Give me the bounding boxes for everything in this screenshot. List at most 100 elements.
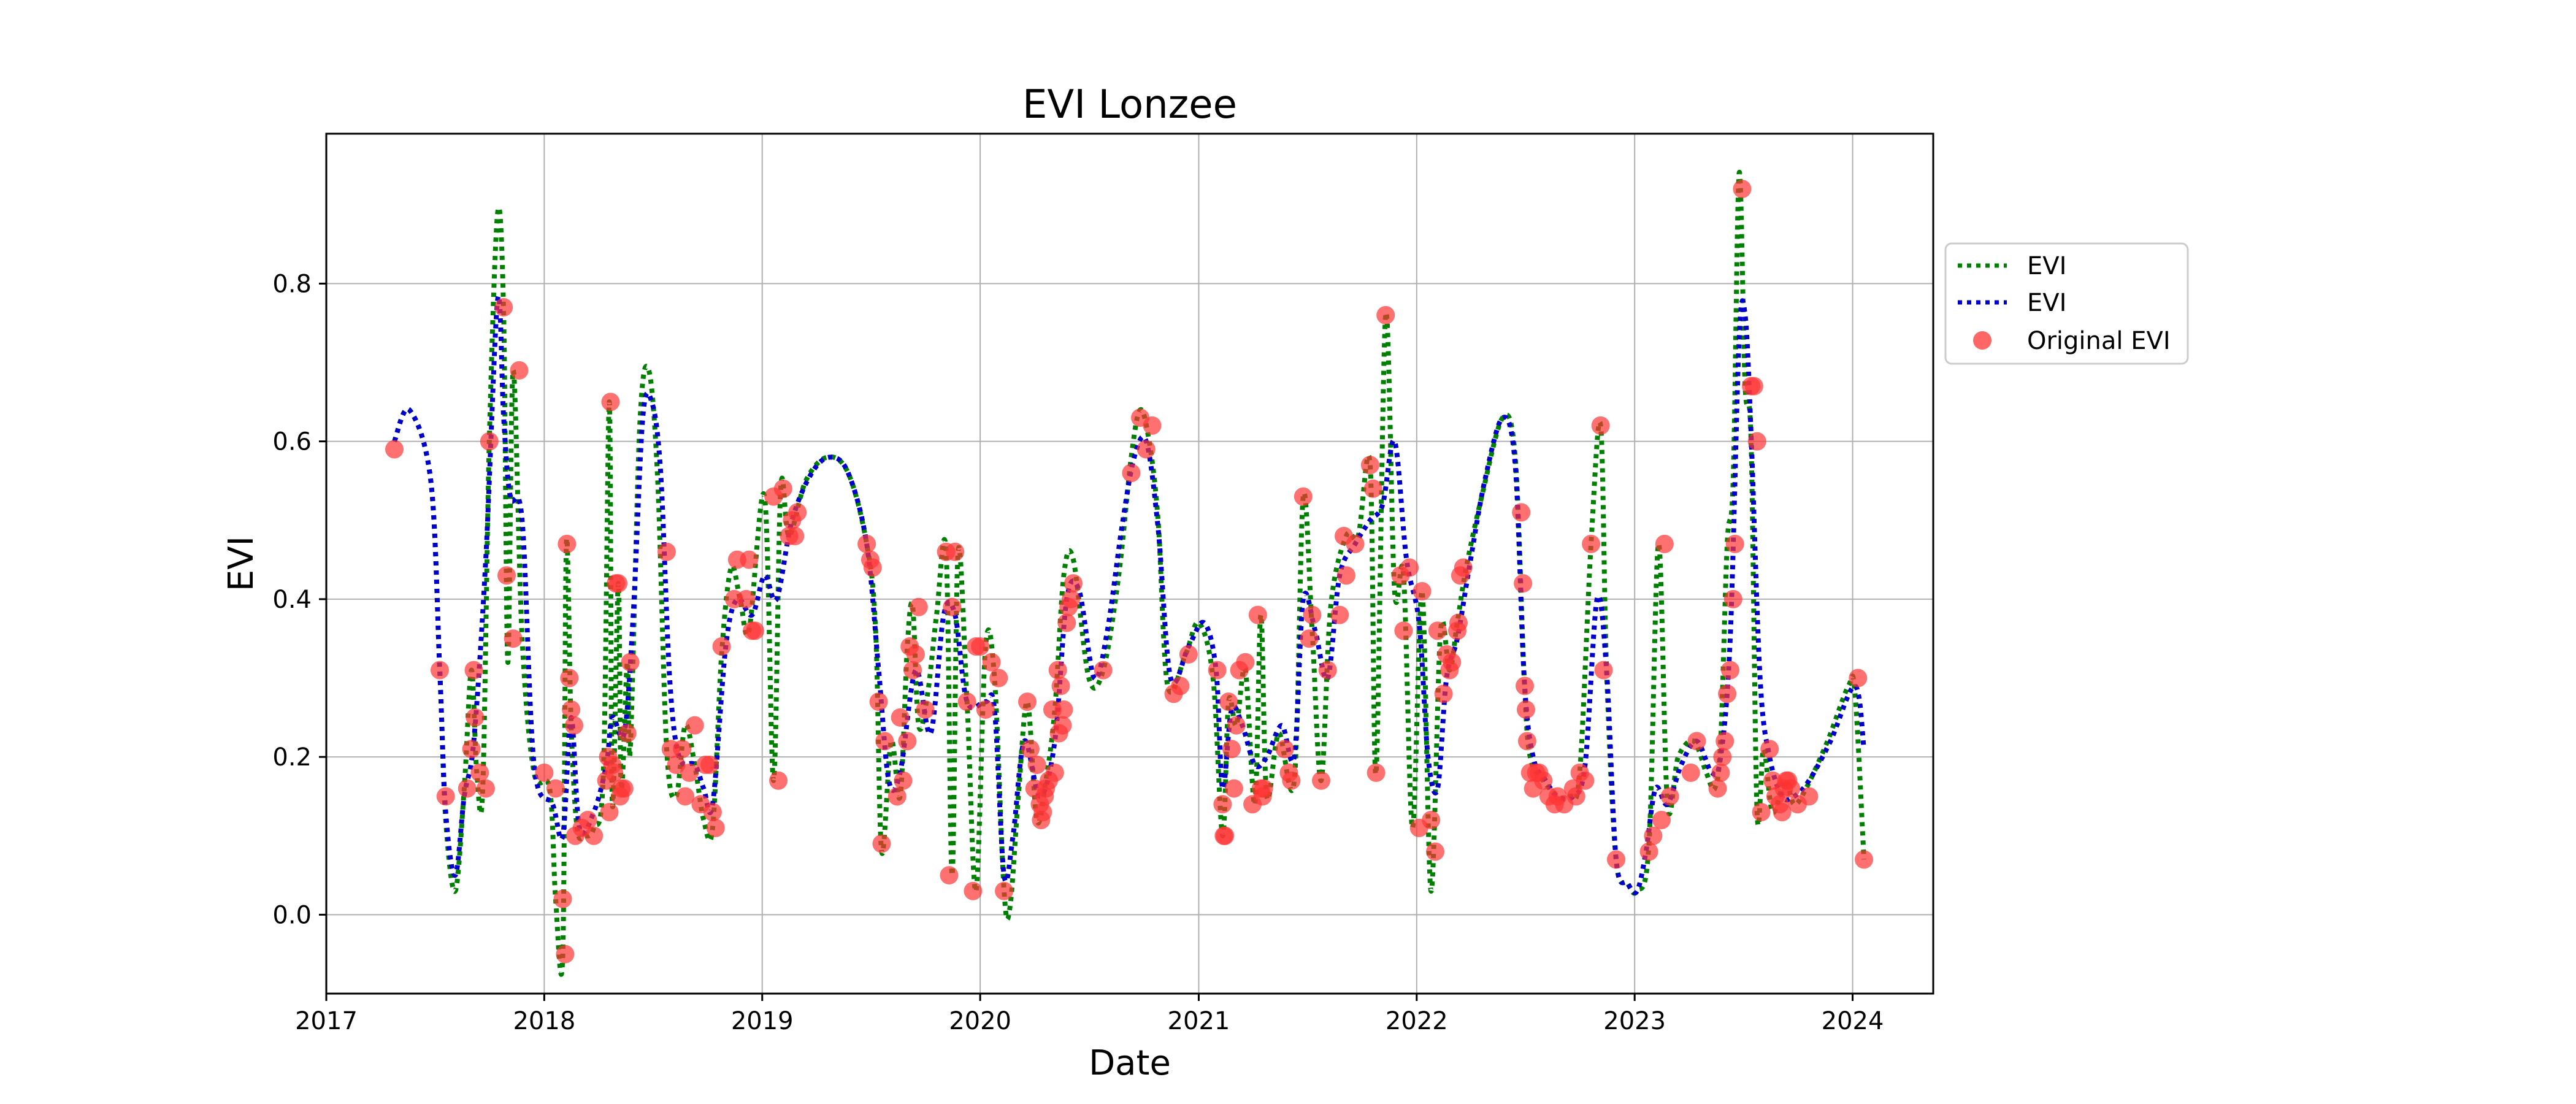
original-evi-point xyxy=(916,700,935,719)
original-evi-point xyxy=(1394,621,1413,640)
original-evi-point xyxy=(497,566,516,585)
original-evi-point xyxy=(737,589,756,608)
original-evi-point xyxy=(1367,763,1386,782)
original-evi-point xyxy=(1224,779,1243,798)
original-evi-point xyxy=(1517,732,1536,751)
original-evi-point xyxy=(1094,661,1113,680)
original-evi-point xyxy=(1660,787,1679,806)
original-evi-point xyxy=(894,771,913,790)
original-evi-point xyxy=(1687,732,1706,751)
x-axis-ticks: 2017 2018 2019 2020 2021 2022 2023 2024 xyxy=(295,994,1884,1035)
original-evi-point xyxy=(1054,700,1073,719)
original-evi-point xyxy=(1576,771,1595,790)
original-evi-point xyxy=(556,945,575,964)
original-evi-point xyxy=(1591,416,1610,435)
original-evi-point xyxy=(1747,432,1766,451)
original-evi-point xyxy=(1336,566,1355,585)
original-evi-point xyxy=(562,700,581,719)
x-axis-label: Date xyxy=(1089,1043,1171,1083)
original-evi-point xyxy=(1800,787,1819,806)
original-evi-point xyxy=(1443,653,1462,672)
original-evi-point xyxy=(1607,850,1626,869)
original-evi-point xyxy=(535,763,554,782)
original-evi-point xyxy=(1514,574,1533,593)
original-evi-point xyxy=(1715,732,1735,751)
y-tick-label: 0.6 xyxy=(272,428,312,456)
original-evi-point xyxy=(458,779,477,798)
original-evi-point xyxy=(436,787,455,806)
original-evi-point xyxy=(1413,582,1432,601)
original-evi-point xyxy=(1512,503,1531,522)
original-evi-point xyxy=(1594,661,1613,680)
original-evi-point xyxy=(1376,305,1395,324)
original-evi-point xyxy=(1426,842,1445,861)
original-evi-point xyxy=(989,669,1008,688)
original-evi-point xyxy=(609,574,628,593)
original-evi-point xyxy=(1275,740,1294,759)
original-evi-point xyxy=(1400,558,1419,577)
original-evi-point xyxy=(476,779,495,798)
legend-label-original-evi: Original EVI xyxy=(2027,327,2171,355)
original-evi-point xyxy=(680,763,699,782)
legend-box xyxy=(1944,242,2189,365)
original-evi-point xyxy=(1248,605,1267,624)
original-evi-point xyxy=(1219,692,1238,711)
original-evi-point xyxy=(464,661,483,680)
original-evi-point xyxy=(673,740,692,759)
original-evi-point xyxy=(712,637,731,656)
original-evi-point xyxy=(1062,589,1081,608)
original-evi-point xyxy=(553,889,572,908)
original-evi-point xyxy=(957,692,976,711)
original-evi-point xyxy=(1018,692,1037,711)
original-evi-point xyxy=(1711,763,1730,782)
original-evi-point xyxy=(863,558,882,577)
original-evi-point xyxy=(1708,779,1727,798)
original-evi-point xyxy=(1222,740,1241,759)
x-tick-label: 2020 xyxy=(949,1007,1011,1035)
x-tick-label: 2021 xyxy=(1168,1007,1230,1035)
original-evi-point xyxy=(1057,613,1076,632)
original-evi-point xyxy=(1639,842,1658,861)
y-axis-label: EVI xyxy=(221,536,261,591)
original-evi-point xyxy=(1033,803,1052,822)
original-evi-point xyxy=(1303,605,1322,624)
original-evi-point xyxy=(1782,779,1801,798)
original-evi-point xyxy=(891,708,910,727)
original-evi-point xyxy=(560,669,579,688)
original-evi-point xyxy=(578,811,597,830)
legend-label-evi-green: EVI xyxy=(2027,252,2066,280)
original-evi-point xyxy=(1048,661,1067,680)
original-evi-point xyxy=(740,550,759,569)
original-evi-point xyxy=(706,818,725,837)
original-evi-point xyxy=(903,661,922,680)
original-evi-point xyxy=(1021,740,1040,759)
original-evi-point xyxy=(1051,677,1070,696)
original-evi-point xyxy=(585,826,604,845)
original-evi-point xyxy=(1733,180,1752,199)
original-evi-point xyxy=(869,692,888,711)
legend-swatch-original-evi xyxy=(1973,331,1991,350)
x-tick-label: 2022 xyxy=(1386,1007,1448,1035)
original-evi-point xyxy=(430,661,449,680)
original-evi-point xyxy=(909,597,928,616)
original-evi-point xyxy=(1718,684,1737,703)
original-evi-point xyxy=(1744,377,1763,396)
original-evi-point xyxy=(971,637,990,656)
original-evi-point xyxy=(1428,621,1447,640)
original-evi-point xyxy=(657,542,676,561)
original-evi-point xyxy=(1752,803,1771,822)
legend: EVI EVI Original EVI xyxy=(1944,242,2189,365)
original-evi-point xyxy=(1330,605,1349,624)
original-evi-point xyxy=(565,716,584,735)
original-evi-point xyxy=(605,763,624,782)
original-evi-point xyxy=(1363,479,1382,498)
original-evi-point xyxy=(906,645,925,664)
y-axis-ticks: 0.0 0.2 0.4 0.6 0.8 xyxy=(272,270,326,929)
original-evi-point xyxy=(786,526,805,545)
y-tick-label: 0.2 xyxy=(272,743,312,772)
original-evi-point xyxy=(1449,613,1468,632)
original-evi-point xyxy=(1236,653,1255,672)
original-evi-point xyxy=(976,700,995,719)
original-evi-point xyxy=(982,653,1001,672)
original-evi-point xyxy=(1773,803,1792,822)
